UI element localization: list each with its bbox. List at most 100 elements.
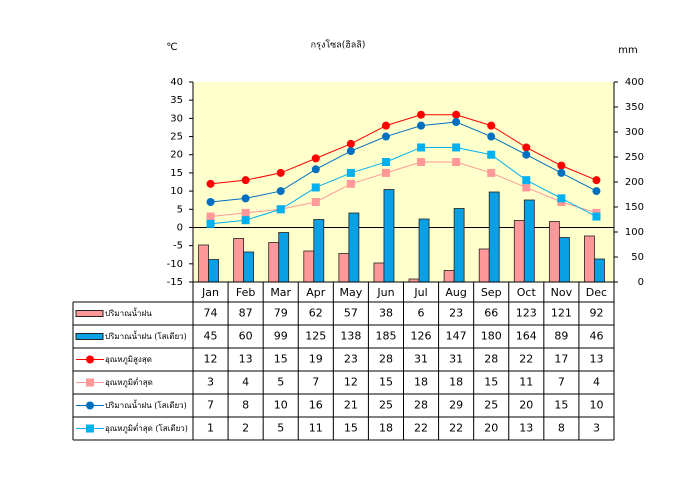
- bar: [453, 208, 465, 283]
- line: [210, 114, 597, 185]
- x-tick-label: Aug: [445, 286, 466, 299]
- point: [522, 183, 531, 192]
- point: [241, 176, 250, 185]
- bar: [488, 191, 500, 283]
- point: [276, 168, 285, 177]
- point: [487, 150, 496, 159]
- table-cell: 99: [274, 330, 288, 343]
- x-tick-label: Jul: [413, 286, 427, 299]
- table-cell: 18: [449, 376, 463, 389]
- table-cell: 57: [344, 307, 358, 320]
- point: [452, 118, 461, 126]
- bar: [584, 235, 595, 283]
- point: [346, 168, 355, 177]
- table-cell: 10: [274, 399, 288, 412]
- y-tick-label: 5: [177, 204, 183, 215]
- y2-tick-label: 50: [631, 252, 644, 263]
- table-cell: 79: [274, 307, 288, 320]
- y-tick-label: 30: [170, 113, 183, 124]
- table-cell: 66: [484, 307, 498, 320]
- point: [522, 150, 531, 159]
- point: [346, 147, 355, 156]
- point: [417, 143, 426, 152]
- table-cell: 5: [277, 422, 284, 435]
- y2-tick-label: 250: [625, 152, 644, 163]
- table-cell: 18: [414, 376, 428, 389]
- table-cell: 16: [309, 399, 323, 412]
- y-tick-label: -15: [167, 277, 183, 288]
- point: [522, 176, 531, 185]
- table-cell: 28: [379, 353, 393, 366]
- legend-marker: [86, 401, 94, 410]
- legend-marker: [86, 355, 94, 364]
- bar: [233, 238, 245, 283]
- y-tick-label: 35: [170, 95, 183, 106]
- table-cell: 12: [204, 353, 218, 366]
- bar: [243, 251, 255, 283]
- point: [487, 132, 496, 141]
- x-tick-label: Jan: [201, 286, 219, 299]
- line: [210, 146, 597, 225]
- x-tick-label: Jun: [376, 286, 394, 299]
- point: [241, 216, 250, 225]
- y-tick-label: 0: [177, 222, 183, 233]
- table-cell: 12: [344, 376, 358, 389]
- legend-marker: [86, 424, 94, 433]
- y2-tick-label: 300: [625, 127, 644, 138]
- x-tick-label: Dec: [586, 286, 607, 299]
- legend-label: อุณหภูมิต่ำสุด (โสเดียว): [105, 422, 188, 434]
- table-cell: 19: [309, 353, 323, 366]
- legend-label: อุณหภูมิสูงสุด: [105, 355, 152, 365]
- bar: [478, 248, 490, 283]
- table-cell: 13: [239, 353, 253, 366]
- chart-title: กรุงโซล(ฮิลลิ): [311, 40, 366, 51]
- point: [557, 161, 566, 170]
- table-cell: 5: [277, 376, 284, 389]
- y-tick-label: -10: [167, 259, 183, 270]
- table-cell: 18: [379, 422, 393, 435]
- point: [276, 205, 285, 214]
- legend-label: อุณหภูมิต่ำสุด: [105, 376, 153, 388]
- table-cell: 15: [554, 399, 568, 412]
- table-cell: 123: [516, 307, 537, 320]
- point: [417, 158, 426, 166]
- table-cell: 2: [242, 422, 249, 435]
- legend-swatch: [75, 333, 104, 340]
- table-cell: 22: [414, 422, 428, 435]
- table-cell: 60: [239, 330, 253, 343]
- table-cell: 89: [554, 330, 568, 343]
- table-cell: 8: [558, 422, 565, 435]
- y-axis-label: ℃: [166, 42, 177, 53]
- point: [381, 121, 390, 130]
- line: [210, 161, 597, 218]
- table-cell: 3: [593, 422, 600, 435]
- table-cell: 38: [379, 307, 393, 320]
- point: [487, 121, 496, 130]
- table-cell: 22: [449, 422, 463, 435]
- point: [592, 187, 601, 196]
- table-cell: 10: [589, 399, 603, 412]
- table-cell: 31: [449, 353, 463, 366]
- table-cell: 23: [449, 307, 463, 320]
- point: [311, 165, 320, 174]
- bar: [313, 219, 325, 283]
- bar: [383, 189, 395, 283]
- point: [417, 121, 426, 130]
- point: [452, 158, 461, 166]
- table-cell: 13: [519, 422, 533, 435]
- y-tick-label: -5: [173, 241, 183, 252]
- point: [241, 194, 250, 203]
- point: [206, 219, 215, 228]
- bar: [594, 258, 605, 283]
- point: [276, 187, 285, 196]
- table-cell: 7: [207, 399, 214, 412]
- table-cell: 21: [344, 399, 358, 412]
- table-cell: 3: [207, 376, 214, 389]
- table-cell: 22: [519, 353, 533, 366]
- table-cell: 15: [274, 353, 288, 366]
- line: [210, 121, 597, 203]
- table-cell: 4: [242, 376, 249, 389]
- table-cell: 74: [204, 307, 218, 320]
- x-tick-label: Feb: [236, 286, 255, 299]
- y-tick-label: 10: [170, 186, 183, 197]
